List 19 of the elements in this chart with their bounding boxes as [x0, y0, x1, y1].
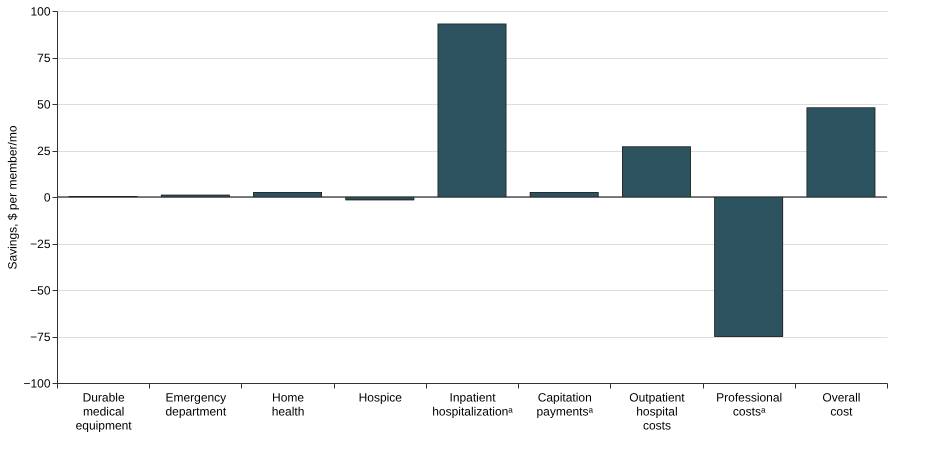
y-tick-label: −50 [30, 284, 51, 298]
y-tick-label: −100 [23, 376, 51, 390]
x-tick-label: Hospice [358, 390, 402, 404]
y-tick-label: 50 [37, 98, 51, 112]
x-tick-label: Outpatient hospital costs [629, 390, 686, 432]
x-tick-label: Home health [272, 390, 304, 418]
y-tick-label: 100 [30, 4, 51, 18]
y-tick-label: −75 [30, 330, 51, 344]
y-tick-label: 0 [44, 190, 51, 204]
x-tick-label: Emergency department [165, 390, 227, 418]
y-axis-title: Savings, $ per member/mo [5, 125, 20, 270]
x-tick-label: Durable medical equipment [76, 390, 132, 432]
y-tick-label: 75 [37, 51, 51, 65]
x-tick-label: Professional costsᵃ [716, 390, 782, 418]
x-tick-label: Capitation paymentsᵃ [536, 390, 594, 418]
y-tick-label: −25 [30, 237, 51, 251]
x-tick-label: Overall cost [822, 390, 860, 418]
x-tick-label: Inpatient hospitalizationᵃ [432, 390, 514, 418]
y-tick-label: 25 [37, 144, 51, 158]
